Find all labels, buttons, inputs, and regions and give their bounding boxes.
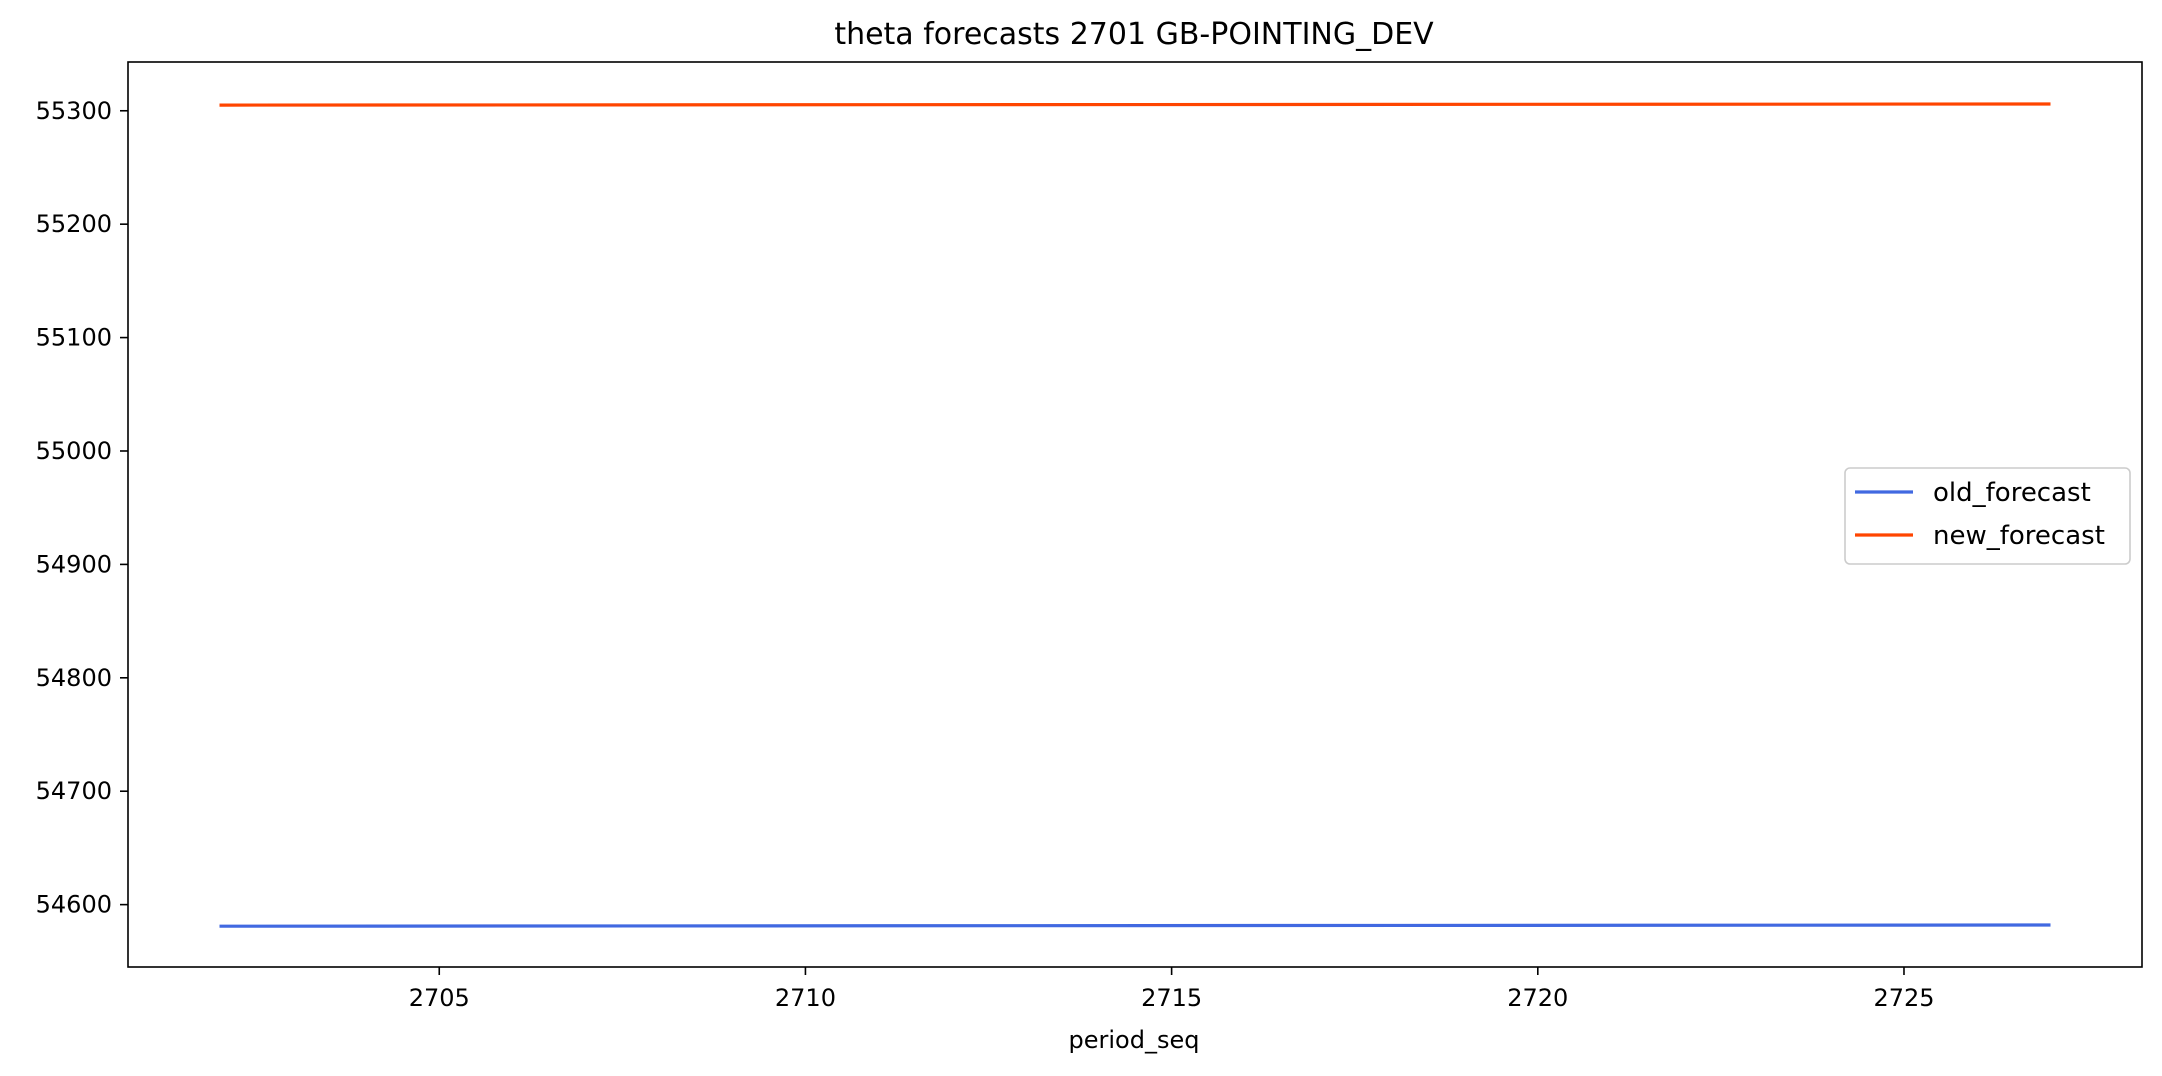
- y-tick-label: 54900: [36, 550, 112, 578]
- x-axis-label: period_seq: [1069, 1026, 1200, 1054]
- x-tick-label: 2725: [1873, 984, 1934, 1012]
- legend-label: old_forecast: [1933, 478, 2091, 508]
- y-axis: 54600 54700 54800 54900 55000 55100 55200 55300: [36, 97, 128, 919]
- x-tick-label: 2720: [1507, 984, 1568, 1012]
- plot-area: [219, 102, 2051, 928]
- plot-frame: [127, 61, 2143, 968]
- y-tick-label: 55000: [36, 437, 112, 465]
- y-tick-label: 55100: [36, 324, 112, 352]
- x-axis: 2705 2710 2715 2720 2725: [409, 967, 1935, 1012]
- series-line-new-forecast: [219, 102, 2051, 107]
- legend-label: new_forecast: [1933, 521, 2105, 551]
- y-tick-label: 55200: [36, 210, 112, 238]
- legend-box: [1844, 467, 2131, 565]
- chart-title: theta forecasts 2701 GB-POINTING_DEV: [834, 17, 1434, 52]
- y-tick-label: 55300: [36, 97, 112, 125]
- x-tick-label: 2710: [775, 984, 836, 1012]
- x-tick-label: 2705: [409, 984, 470, 1012]
- legend: old_forecast new_forecast: [1844, 467, 2131, 565]
- y-tick-label: 54700: [36, 777, 112, 805]
- series-line-old-forecast: [219, 923, 2051, 928]
- y-tick-label: 54600: [36, 891, 112, 919]
- x-tick-label: 2715: [1141, 984, 1202, 1012]
- y-tick-label: 54800: [36, 664, 112, 692]
